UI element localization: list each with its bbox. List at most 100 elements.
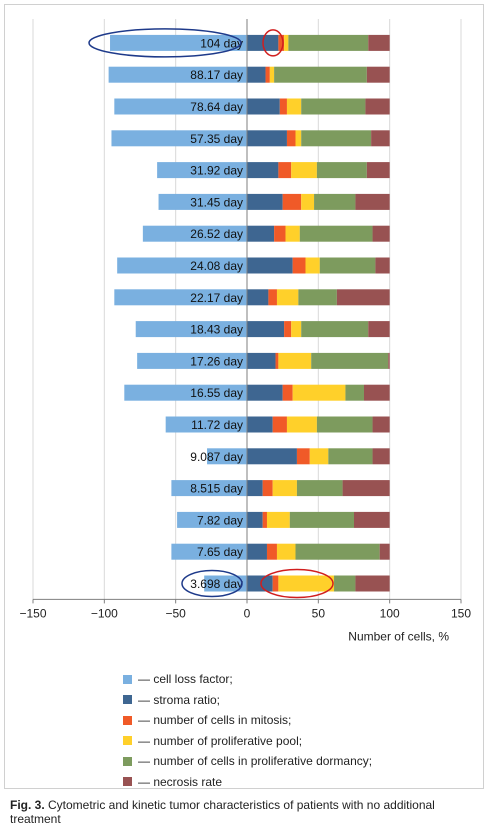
bar-cell-loss-factor [204, 575, 247, 592]
bar-proliferative-pool [286, 416, 317, 433]
bar-necrosis-rate [365, 98, 390, 115]
bar-cell-loss-factor [124, 384, 247, 401]
bar-proliferative-dormancy [298, 289, 337, 306]
bar-proliferative-pool [291, 162, 317, 179]
category-label: 17.26 day [190, 354, 243, 368]
bar-stroma-ratio [247, 480, 263, 497]
legend-swatch [123, 756, 132, 766]
legend-label: — number of proliferative pool; [138, 733, 303, 748]
bar-cell-loss-factor [110, 34, 247, 51]
category-label: 31.92 day [190, 164, 243, 178]
bar-mitosis [296, 448, 310, 465]
bar-cell-loss-factor [171, 543, 247, 560]
bar-proliferative-dormancy [334, 575, 356, 592]
legend-swatch [123, 674, 132, 684]
legend-item-necrosis-rate: — necrosis rate [123, 772, 372, 793]
bar-stroma-ratio [247, 225, 275, 242]
bar-mitosis [282, 384, 293, 401]
bar-necrosis-rate [371, 130, 390, 147]
bar-proliferative-pool [291, 321, 302, 338]
bar-proliferative-dormancy [301, 321, 369, 338]
bar-necrosis-rate [388, 352, 390, 369]
legend-item-proliferative-pool: — number of proliferative pool; [123, 731, 372, 752]
legend-label: — number of cells in mitosis; [138, 713, 292, 727]
bar-proliferative-pool [278, 352, 312, 369]
category-label: 11.72 day [191, 418, 243, 432]
x-tick-label: −50 [165, 606, 186, 620]
bar-proliferative-pool [284, 34, 289, 51]
bar-stroma-ratio [247, 543, 267, 560]
bar-proliferative-dormancy [289, 511, 354, 528]
bar-cell-loss-factor [207, 448, 247, 465]
caption-label: Fig. 3. [10, 798, 45, 812]
category-label: 16.55 day [190, 386, 243, 400]
category-label: 31.45 day [190, 195, 243, 209]
category-label: 24.08 day [190, 259, 243, 273]
highlight-ellipse [181, 569, 243, 598]
bar-mitosis [282, 193, 302, 210]
legend-label: — necrosis rate [138, 774, 223, 789]
x-tick-label: 50 [312, 606, 326, 620]
bar-necrosis-rate [342, 480, 390, 497]
bar-proliferative-dormancy [274, 66, 367, 83]
bar-cell-loss-factor [158, 193, 247, 210]
category-label: 104 day [200, 36, 243, 50]
figure-caption: Fig. 3. Cytometric and kinetic tumor cha… [10, 798, 485, 826]
bar-proliferative-pool [276, 543, 296, 560]
legend-item-cell-loss-factor: — cell loss factor; [123, 669, 372, 690]
legend-label: — number of cells in proliferative dorma… [138, 754, 373, 768]
legend-swatch [123, 736, 132, 746]
bar-proliferative-dormancy [295, 543, 380, 560]
bar-cell-loss-factor [137, 352, 247, 369]
caption-text: Cytometric and kinetic tumor characteris… [10, 798, 435, 826]
bar-proliferative-pool [301, 193, 315, 210]
bar-proliferative-dormancy [345, 384, 364, 401]
bar-stroma-ratio [247, 289, 269, 306]
bar-cell-loss-factor [111, 130, 247, 147]
bar-stroma-ratio [247, 384, 283, 401]
bar-stroma-ratio [247, 511, 263, 528]
bar-necrosis-rate [363, 384, 390, 401]
legend-item-mitosis: — number of cells in mitosis; [123, 710, 372, 731]
highlight-ellipse [262, 29, 284, 57]
x-tick-label: 0 [244, 606, 251, 620]
bar-necrosis-rate [368, 34, 390, 51]
bar-stroma-ratio [247, 352, 276, 369]
bar-necrosis-rate [372, 225, 390, 242]
bar-stroma-ratio [247, 193, 283, 210]
bar-proliferative-dormancy [319, 257, 376, 274]
category-label: 57.35 day [190, 132, 243, 146]
category-label: 26.52 day [190, 227, 243, 241]
bar-proliferative-dormancy [299, 225, 373, 242]
bar-proliferative-pool [278, 575, 335, 592]
legend-item-stroma-ratio: — stroma ratio; [123, 690, 372, 711]
bar-stroma-ratio [247, 130, 287, 147]
category-label: 9.087 day [190, 450, 243, 464]
bar-mitosis [262, 511, 267, 528]
bar-stroma-ratio [247, 98, 280, 115]
legend-label: — cell loss factor; [138, 672, 233, 686]
legend: — cell loss factor; — stroma ratio; — numb… [123, 669, 372, 792]
category-label: 7.82 day [197, 513, 243, 527]
bar-stroma-ratio [247, 575, 273, 592]
bar-cell-loss-factor [117, 257, 247, 274]
bar-mitosis [292, 257, 306, 274]
legend-swatch [123, 695, 132, 705]
category-label: 18.43 day [190, 323, 243, 337]
bar-proliferative-pool [309, 448, 329, 465]
bar-mitosis [266, 543, 277, 560]
bar-necrosis-rate [375, 257, 390, 274]
bar-necrosis-rate [368, 321, 390, 338]
bar-proliferative-pool [305, 257, 320, 274]
bar-mitosis [275, 352, 279, 369]
bar-proliferative-dormancy [296, 480, 343, 497]
bar-proliferative-dormancy [316, 162, 367, 179]
legend-swatch [123, 715, 132, 725]
bar-necrosis-rate [372, 416, 390, 433]
x-tick-label: 150 [451, 606, 471, 620]
bar-mitosis [272, 416, 287, 433]
bar-stroma-ratio [247, 448, 297, 465]
bar-cell-loss-factor [114, 289, 247, 306]
legend-label: — stroma ratio; [138, 692, 221, 707]
highlight-ellipse [260, 568, 334, 599]
